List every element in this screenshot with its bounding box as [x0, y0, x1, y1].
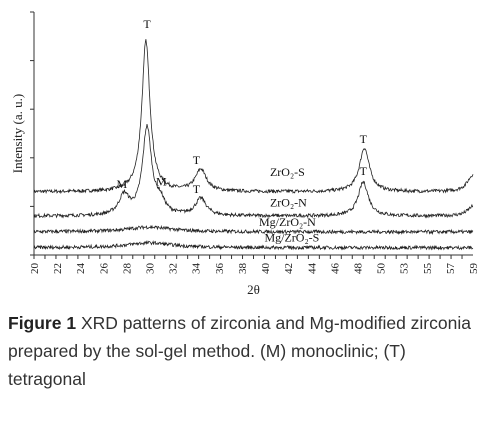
figure-caption: Figure 1 XRD patterns of zirconia and Mg… [8, 309, 484, 393]
x-tick-label: 53 [399, 263, 411, 275]
x-tick-label: 55 [422, 263, 434, 275]
series-line [33, 224, 474, 236]
y-ticks [30, 11, 34, 256]
series-label: Mg/ZrO₂-N [259, 215, 316, 229]
annotations: T T T M M T T [116, 17, 367, 196]
xrd-chart: 20 22 24 26 28 30 32 34 36 38 40 42 44 46 48 50 53 55 57 59… [10, 11, 480, 297]
x-tick-label: 38 [237, 263, 249, 275]
x-tick-label: 59 [468, 263, 480, 275]
x-tick-label: 30 [145, 263, 157, 275]
figure-label: Figure 1 [8, 313, 77, 333]
peak-annotation: T [193, 182, 201, 196]
x-ticks [33, 255, 463, 259]
peak-annotation: T [360, 132, 368, 146]
series-label: ZrO₂-S [270, 165, 305, 179]
series-line [33, 124, 474, 219]
peak-annotation: M [156, 175, 167, 189]
peak-annotation: T [193, 153, 201, 167]
x-tick-labels: 20 22 24 26 28 30 32 34 36 38 40 42 44 46 48 50 53 55 57 59 [29, 263, 480, 275]
series-label: Mg/ZrO₂-S [264, 231, 319, 245]
x-tick-label: 32 [168, 263, 180, 274]
x-tick-label: 34 [191, 263, 203, 275]
x-tick-label: 28 [121, 263, 133, 275]
axes [33, 12, 473, 256]
x-tick-label: 46 [329, 263, 341, 275]
x-tick-label: 48 [352, 263, 364, 275]
x-axis-title: 2θ [247, 282, 260, 297]
x-tick-label: 50 [376, 263, 388, 275]
traces [33, 39, 474, 251]
x-tick-label: 36 [214, 263, 226, 275]
peak-annotation: T [143, 17, 151, 31]
x-tick-label: 57 [445, 263, 457, 275]
x-tick-label: 24 [75, 263, 87, 275]
x-tick-label: 40 [260, 263, 272, 275]
caption-text: XRD patterns of zirconia and Mg-modified… [8, 313, 471, 389]
series-label: ZrO₂-N [270, 195, 307, 209]
x-tick-label: 26 [98, 263, 110, 275]
series-line [33, 39, 474, 195]
x-tick-label: 44 [306, 263, 318, 275]
series-line [33, 239, 474, 251]
x-tick-label: 22 [52, 263, 64, 274]
y-axis-title: Intensity (a. u.) [10, 94, 25, 173]
x-tick-label: 20 [29, 263, 41, 275]
x-tick-label: 42 [283, 263, 295, 274]
peak-annotation: M [116, 177, 127, 191]
trace-labels: ZrO₂-S ZrO₂-N Mg/ZrO₂-N Mg/ZrO₂-S [259, 165, 319, 245]
peak-annotation: T [360, 164, 368, 178]
